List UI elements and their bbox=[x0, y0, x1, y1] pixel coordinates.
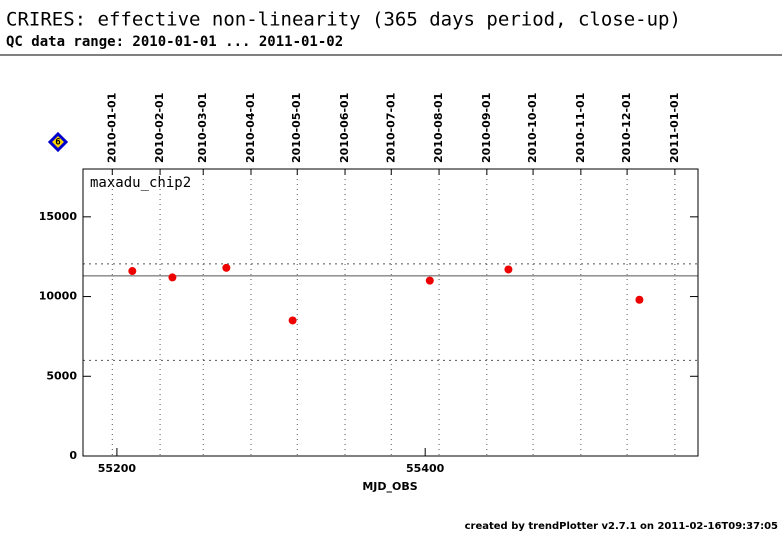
data-point bbox=[425, 276, 434, 285]
plot-frame bbox=[82, 168, 699, 457]
date-tick-label: 2010-09-01 bbox=[480, 93, 493, 163]
subtitle: QC data range: 2010-01-01 ... 2011-01-02 bbox=[6, 34, 343, 50]
y-tick-label: 15000 bbox=[39, 210, 78, 223]
date-tick-label: 2011-01-01 bbox=[668, 93, 681, 163]
date-tick-label: 2010-05-01 bbox=[290, 93, 303, 163]
y-tick-label: 10000 bbox=[39, 290, 78, 303]
date-tick-label: 2010-07-01 bbox=[384, 93, 397, 163]
date-tick-label: 2010-08-01 bbox=[432, 93, 445, 163]
date-tick-label: 2010-12-01 bbox=[620, 93, 633, 163]
data-point bbox=[168, 273, 177, 282]
date-tick-label: 2010-03-01 bbox=[196, 93, 209, 163]
panel-label: maxadu_chip2 bbox=[90, 175, 191, 191]
y-tick-label: 5000 bbox=[46, 369, 77, 382]
date-tick-label: 2010-01-01 bbox=[105, 93, 118, 163]
x-tick-label: 55400 bbox=[406, 462, 445, 475]
badge-icon bbox=[47, 131, 69, 153]
date-tick-label: 2010-06-01 bbox=[338, 93, 351, 163]
x-axis-label: MJD_OBS bbox=[362, 480, 417, 493]
data-point bbox=[128, 267, 137, 276]
y-tick-label: 0 bbox=[69, 449, 77, 462]
footer: created by trendPlotter v2.7.1 on 2011-0… bbox=[465, 521, 778, 532]
title: CRIRES: effective non-linearity (365 day… bbox=[6, 9, 681, 31]
data-point bbox=[635, 295, 644, 304]
data-point bbox=[288, 316, 297, 325]
date-tick-label: 2010-02-01 bbox=[153, 93, 166, 163]
date-tick-label: 2010-10-01 bbox=[526, 93, 539, 163]
date-tick-label: 2010-04-01 bbox=[244, 93, 257, 163]
badge: 6 bbox=[55, 138, 60, 148]
data-point bbox=[222, 263, 231, 272]
date-tick-label: 2010-11-01 bbox=[574, 93, 587, 163]
x-tick-label: 55200 bbox=[98, 462, 137, 475]
data-point bbox=[504, 265, 513, 274]
